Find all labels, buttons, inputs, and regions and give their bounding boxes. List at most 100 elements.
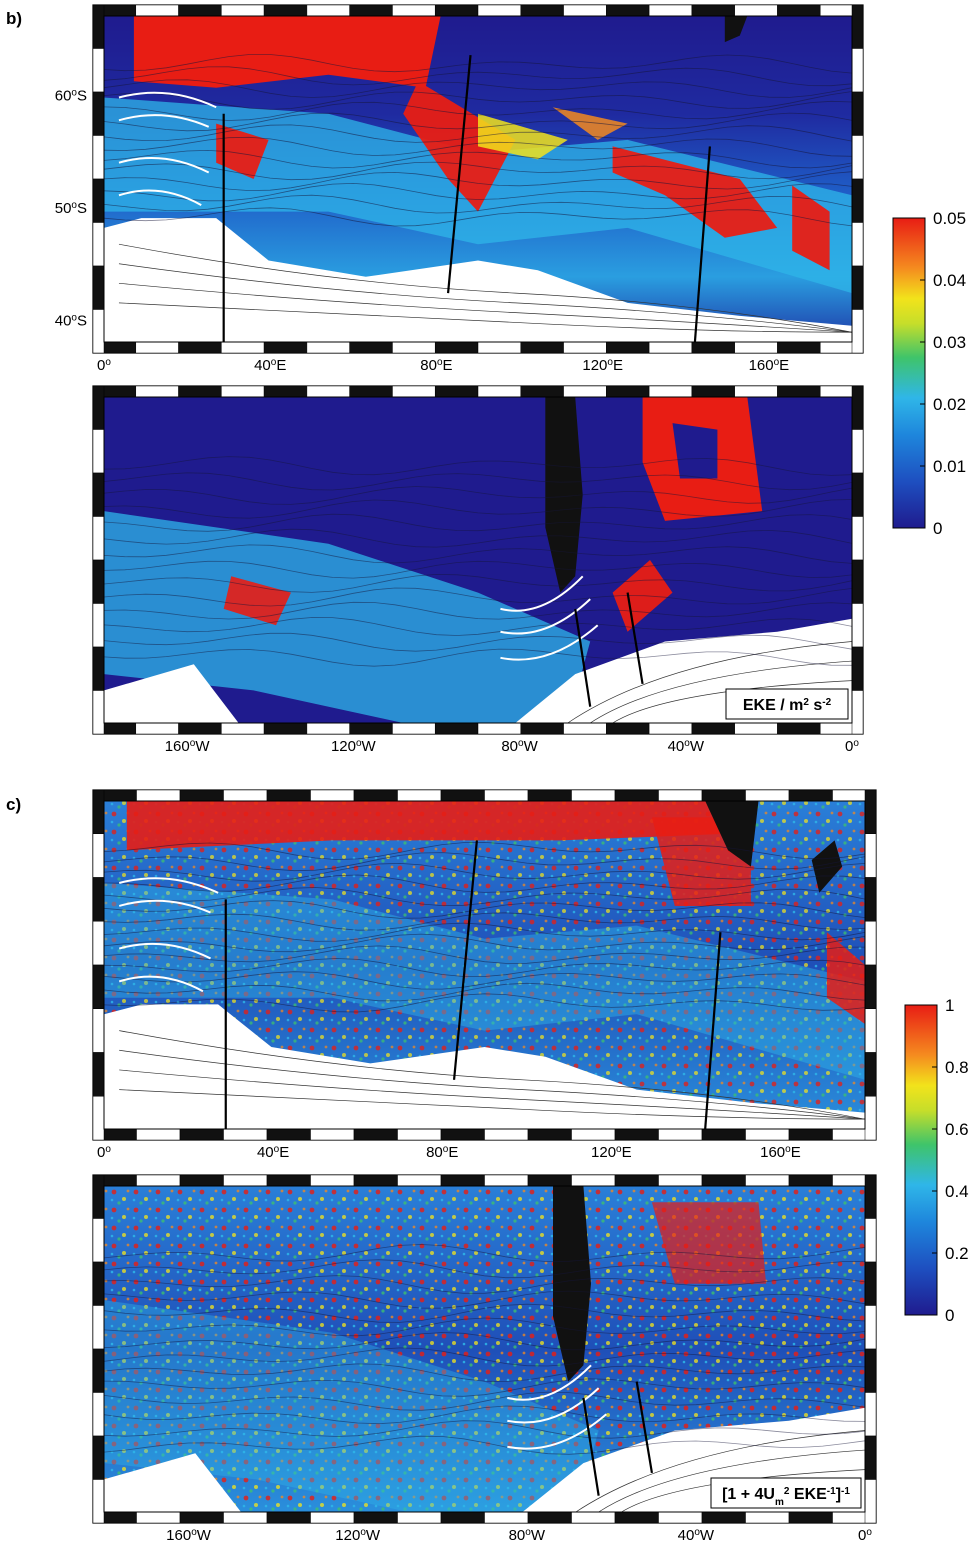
frame-tick-bottom — [777, 341, 821, 354]
frame-tick-left — [92, 1052, 105, 1097]
ice-contour — [118, 282, 853, 333]
contour-line — [103, 544, 853, 564]
contour-line — [103, 66, 853, 87]
contour-line — [103, 632, 853, 652]
frame-tick-top — [520, 385, 564, 398]
contour-line — [103, 513, 853, 532]
australia-land — [724, 16, 748, 43]
frame-tick-bottom — [788, 1128, 833, 1141]
frame-tick-top — [349, 4, 393, 17]
frame-tick-bottom — [223, 1128, 268, 1141]
frame-tick-top — [178, 385, 222, 398]
frame-tick-top — [135, 385, 179, 398]
contour-line — [103, 887, 866, 907]
frame-tick-top — [571, 1174, 616, 1187]
frame-tick-top — [734, 4, 778, 17]
panel-letter: c) — [6, 795, 21, 814]
contour-line — [103, 945, 865, 964]
frame-tick-left — [92, 646, 105, 691]
frame-tick-top — [745, 1174, 790, 1187]
contour-line — [103, 136, 853, 157]
frame-tick-bottom — [178, 722, 222, 735]
contour-line — [103, 91, 853, 110]
south-america-land — [545, 397, 583, 593]
contour-line — [103, 1391, 866, 1411]
contour-line — [103, 194, 853, 214]
frame-tick-top — [614, 1174, 659, 1187]
frame-tick-right — [851, 472, 864, 517]
contour-line — [103, 149, 853, 169]
contour-line — [103, 912, 866, 931]
frame-tick-bottom — [263, 722, 308, 735]
contour-line — [103, 1420, 866, 1439]
frame-tick-right — [851, 4, 864, 49]
streamline — [118, 189, 202, 206]
ice-contour — [118, 243, 853, 333]
section-line — [693, 146, 711, 343]
colorbar-tick-label: 0 — [945, 1306, 954, 1325]
frame-tick-top — [477, 4, 522, 17]
colorbar-tick-label: 0 — [933, 519, 942, 538]
frame-tick-left — [92, 385, 105, 430]
frame-tick-left — [92, 429, 105, 474]
frame-tick-left — [92, 877, 105, 922]
ridge-orange — [552, 107, 628, 140]
contour-line — [103, 1317, 866, 1337]
colorbar — [892, 217, 926, 529]
ice-contour — [118, 263, 853, 333]
frame-tick-top — [263, 4, 308, 17]
frame-tick-top — [440, 1174, 485, 1187]
streamline — [507, 1387, 600, 1424]
colorbar-tick-label: 0.04 — [933, 271, 966, 290]
frame-tick-right — [851, 516, 864, 561]
frame-tick-left — [92, 1218, 105, 1263]
frame-tick-bottom — [349, 722, 393, 735]
streamline — [507, 1413, 607, 1450]
frame-tick-left — [92, 921, 105, 966]
map-field — [103, 16, 853, 343]
frame-tick-bottom — [734, 341, 778, 354]
contour-line — [103, 648, 853, 667]
frame-tick-right — [864, 921, 877, 966]
contour-line — [103, 1303, 866, 1323]
contour-line — [103, 456, 853, 476]
frame-tick-bottom — [484, 1128, 529, 1141]
section-line — [582, 1397, 600, 1496]
frame-tick-bottom — [392, 341, 436, 354]
frame-tick-top — [571, 789, 616, 802]
panel-b — [92, 4, 864, 735]
frame-tick-bottom — [306, 722, 350, 735]
frame-tick-top — [221, 4, 265, 17]
colorbar-tick-label: 0.2 — [945, 1244, 969, 1263]
map-inner-border — [103, 800, 866, 1130]
frame-tick-bottom — [397, 1128, 442, 1141]
x-tick-label: 160oW — [165, 738, 211, 756]
frame-tick-left — [92, 833, 105, 878]
frame-tick-bottom — [135, 341, 179, 354]
frame-tick-left — [92, 265, 105, 310]
streamline — [118, 114, 210, 128]
x-tick-label: 80oE — [420, 357, 452, 375]
section-line — [626, 592, 644, 685]
frame-tick-left — [92, 1261, 105, 1306]
frame-tick-top — [135, 4, 179, 17]
antarctic-ice-west — [104, 1453, 241, 1512]
malvinas-red — [651, 1202, 767, 1284]
legend-label-text: [1 + 4Um2 EKE-1]-1 — [722, 1486, 850, 1508]
contour-line — [103, 874, 866, 893]
streamline — [500, 575, 584, 612]
frame-tick-left — [92, 135, 105, 180]
frame-tick-bottom — [520, 722, 564, 735]
frame-tick-top — [477, 385, 522, 398]
frame-tick-right — [864, 877, 877, 922]
map-field — [103, 1186, 866, 1513]
x-tick-label: 120oE — [582, 357, 623, 375]
contour-line — [103, 79, 853, 98]
frame-tick-bottom — [266, 1128, 311, 1141]
frame-tick-bottom — [484, 1511, 529, 1524]
contour-line — [103, 486, 853, 505]
contour-line — [103, 1332, 866, 1351]
acc-band — [104, 511, 591, 723]
frame-tick-bottom — [777, 722, 821, 735]
contour-line — [103, 852, 866, 872]
